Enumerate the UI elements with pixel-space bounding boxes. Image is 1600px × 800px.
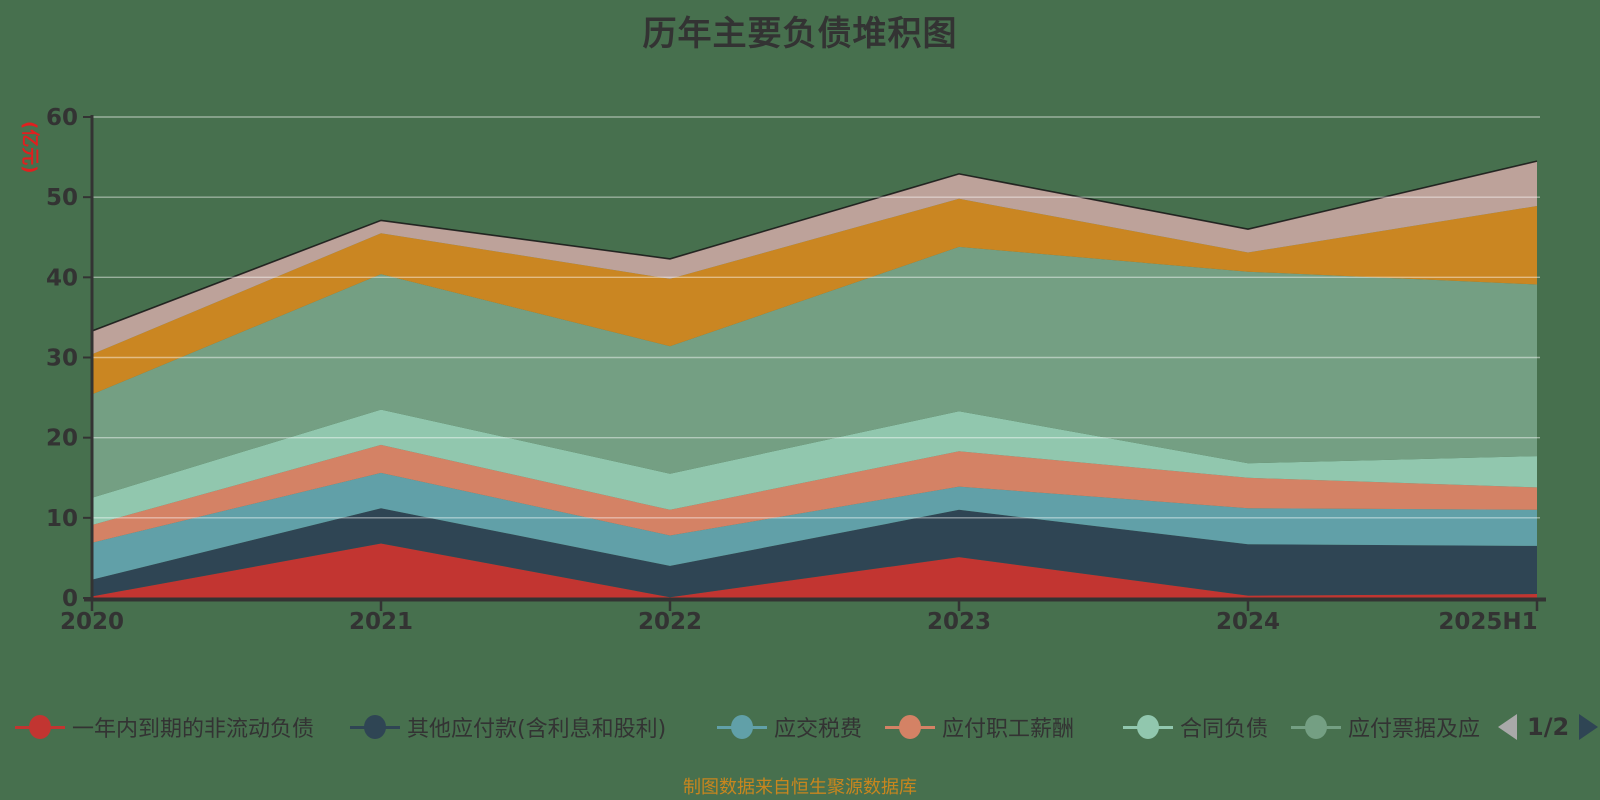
legend-item-5[interactable]: 合同负债	[1123, 703, 1268, 751]
x-tick-label: 2022	[638, 609, 702, 635]
legend: 一年内到期的非流动负债 其他应付款(含利息和股利) 应交税费 应付职工薪酬 合同负债 应付…	[0, 703, 1600, 751]
area-series-3	[92, 472, 1537, 580]
legend-line-marker-icon	[350, 713, 400, 741]
legend-next-icon[interactable]	[1579, 714, 1599, 740]
legend-line-marker-icon	[1123, 713, 1173, 741]
area-series-7	[92, 198, 1537, 395]
y-tick-label: 20	[46, 426, 78, 452]
legend-item-6[interactable]: 应付票据及应	[1291, 703, 1480, 751]
legend-item-label: 应交税费	[774, 717, 863, 742]
stack-top-edge	[91, 160, 1538, 332]
legend-line-marker-icon	[15, 713, 65, 741]
area-series-5	[92, 409, 1537, 525]
legend-page-indicator: 1/2	[1527, 713, 1570, 741]
y-tick-label: 30	[46, 346, 78, 372]
area-series-1	[92, 543, 1537, 598]
y-tick-label: 0	[62, 586, 78, 612]
legend-item-label: 合同负债	[1180, 717, 1269, 742]
y-axis-unit-label: (亿元)	[19, 121, 41, 173]
area-series-6	[92, 246, 1537, 498]
legend-item-label: 应付票据及应	[1348, 717, 1481, 742]
legend-line-marker-icon	[1291, 713, 1341, 741]
stacked-area-plot: 0 10 20 30 40 50 60 2020 2021 2022 2023 2024 2025H1 (…	[19, 105, 1546, 635]
data-source-note: 制图数据来自恒生聚源数据库	[683, 777, 917, 798]
legend-prev-icon[interactable]	[1498, 714, 1517, 740]
x-tick-label: 2021	[349, 609, 413, 635]
y-tick-label: 40	[46, 265, 78, 291]
y-tick-label: 60	[46, 105, 78, 131]
legend-line-marker-icon	[885, 713, 935, 741]
area-series-2	[92, 508, 1537, 598]
legend-item-label: 一年内到期的非流动负债	[72, 717, 315, 742]
x-tick-label: 2025H1	[1438, 609, 1537, 635]
x-tick-label: 2024	[1216, 609, 1280, 635]
page-title: 历年主要负债堆积图	[642, 14, 958, 54]
area-series-4	[92, 444, 1537, 543]
legend-item-2[interactable]: 其他应付款(含利息和股利)	[350, 703, 666, 751]
legend-item-label: 应付职工薪酬	[942, 717, 1075, 742]
y-tick-label: 10	[46, 506, 78, 532]
legend-item-1[interactable]: 一年内到期的非流动负债	[15, 703, 314, 751]
legend-item-label: 其他应付款(含利息和股利)	[407, 717, 667, 742]
legend-item-3[interactable]: 应交税费	[717, 703, 862, 751]
y-tick-label: 50	[46, 185, 78, 211]
x-tick-label: 2023	[927, 609, 991, 635]
legend-line-marker-icon	[717, 713, 767, 741]
legend-pager: 1/2	[1498, 703, 1599, 751]
legend-item-4[interactable]: 应付职工薪酬	[885, 703, 1074, 751]
x-tick-label: 2020	[60, 609, 124, 635]
